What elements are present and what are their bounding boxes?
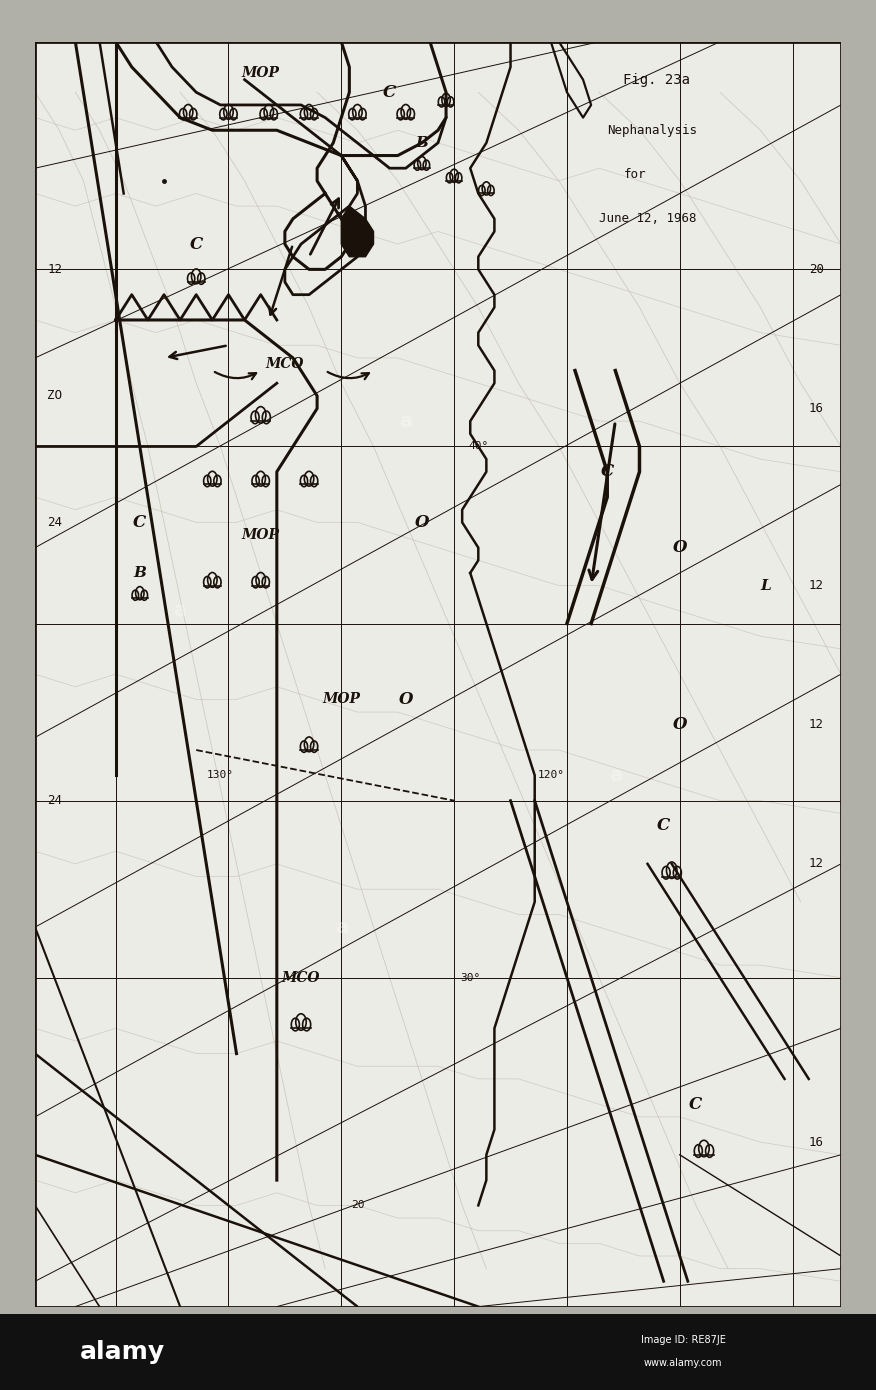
Text: a: a	[335, 917, 348, 937]
Text: 24: 24	[47, 794, 62, 808]
Text: a: a	[609, 766, 622, 785]
Text: 20: 20	[350, 1201, 364, 1211]
Text: 12: 12	[809, 719, 823, 731]
Text: B: B	[415, 136, 428, 150]
Text: 12: 12	[47, 263, 62, 275]
Text: 16: 16	[809, 1136, 823, 1148]
Text: O: O	[399, 691, 413, 708]
Text: 30°: 30°	[460, 973, 480, 983]
Text: 130°: 130°	[207, 770, 234, 780]
Text: www.alamy.com: www.alamy.com	[644, 1358, 723, 1368]
Text: June 12, 1968: June 12, 1968	[599, 213, 696, 225]
Text: 12: 12	[809, 580, 823, 592]
Text: MOP: MOP	[322, 692, 360, 706]
Text: MCO: MCO	[265, 357, 304, 371]
Text: B: B	[133, 566, 146, 580]
Text: C: C	[383, 83, 396, 101]
Polygon shape	[342, 206, 373, 257]
Text: O: O	[673, 539, 687, 556]
Text: 24: 24	[47, 516, 62, 528]
Text: Image ID: RE87JE: Image ID: RE87JE	[641, 1336, 725, 1346]
Text: C: C	[189, 235, 203, 253]
Text: MCO: MCO	[282, 970, 321, 984]
Text: a: a	[173, 602, 187, 620]
Text: MOP: MOP	[242, 67, 279, 81]
Text: C: C	[601, 463, 614, 481]
Text: O: O	[673, 716, 687, 734]
Text: 20: 20	[809, 263, 823, 275]
Text: Nephanalysis: Nephanalysis	[607, 124, 697, 136]
Text: 16: 16	[809, 402, 823, 416]
Text: Fig. 23a: Fig. 23a	[624, 72, 690, 86]
Text: 40°: 40°	[468, 442, 489, 452]
Text: ZO: ZO	[47, 389, 62, 402]
Text: C: C	[657, 817, 670, 834]
Text: alamy: alamy	[80, 1340, 166, 1364]
Text: C: C	[133, 514, 146, 531]
Text: 120°: 120°	[537, 770, 564, 780]
Text: for: for	[624, 168, 646, 181]
Text: MOP: MOP	[242, 528, 279, 542]
Text: 12: 12	[809, 858, 823, 870]
Text: C: C	[689, 1095, 703, 1113]
Text: L: L	[760, 578, 771, 592]
Text: O: O	[414, 514, 429, 531]
Text: a: a	[399, 411, 413, 431]
